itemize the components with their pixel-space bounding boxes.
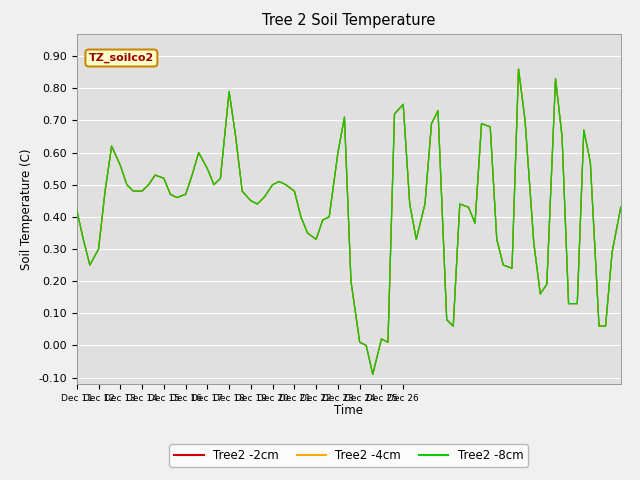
Title: Tree 2 Soil Temperature: Tree 2 Soil Temperature [262,13,435,28]
Y-axis label: Soil Temperature (C): Soil Temperature (C) [20,148,33,270]
X-axis label: Time: Time [334,404,364,417]
Legend: Tree2 -2cm, Tree2 -4cm, Tree2 -8cm: Tree2 -2cm, Tree2 -4cm, Tree2 -8cm [170,444,528,467]
Text: TZ_soilco2: TZ_soilco2 [89,53,154,63]
